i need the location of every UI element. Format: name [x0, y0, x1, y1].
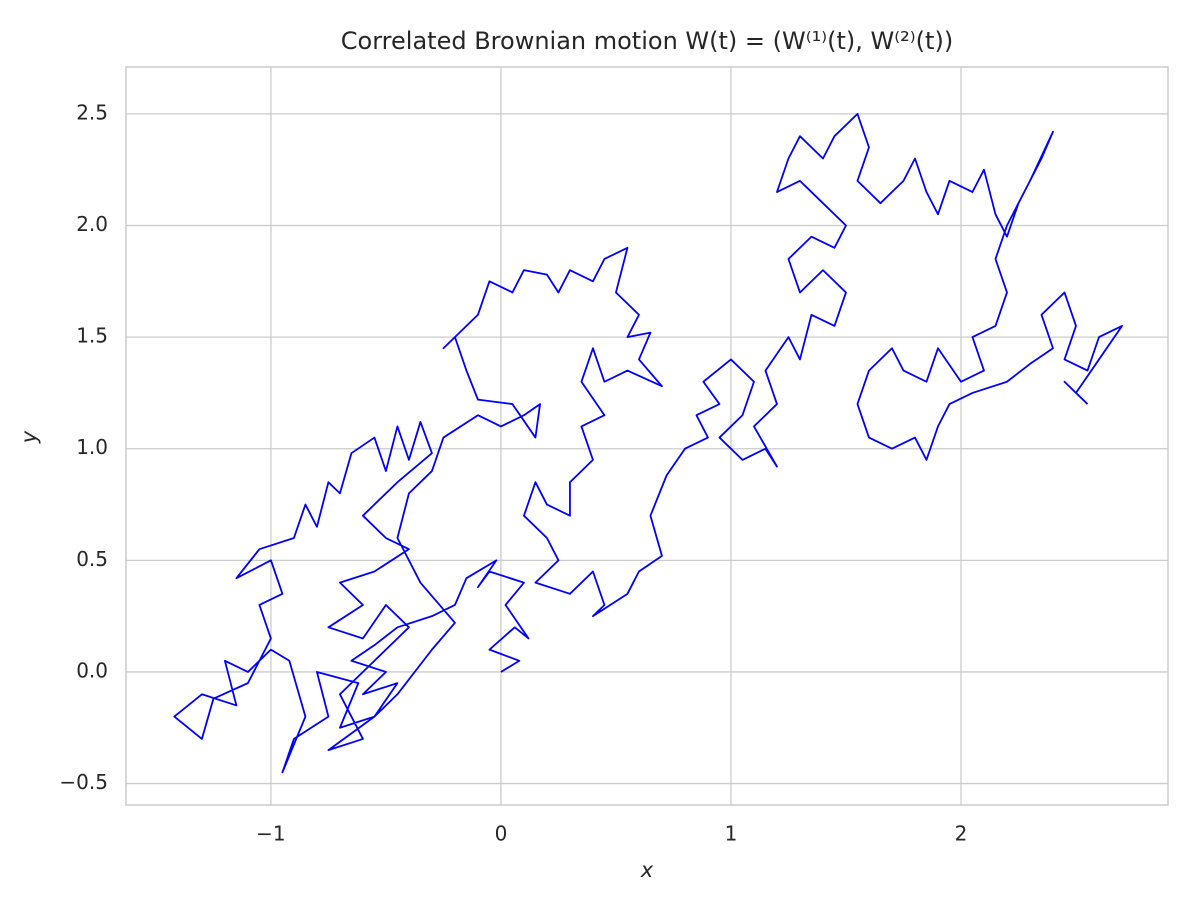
y-tick-label: 2.5	[76, 100, 108, 124]
y-axis-label: y	[17, 430, 41, 444]
data-line	[173, 112, 1123, 774]
y-tick-label: 1.0	[76, 435, 108, 459]
x-tick-label: 2	[955, 822, 968, 846]
y-tick-label: −0.5	[59, 770, 108, 794]
x-axis-label: x	[640, 858, 654, 882]
x-tick-label: 1	[725, 822, 738, 846]
y-tick-label: 2.0	[76, 212, 108, 236]
chart-title: Correlated Brownian motion W(t) = (W⁽¹⁾(…	[341, 27, 953, 55]
y-tick-label: 1.5	[76, 324, 108, 348]
y-tick-label: 0.0	[76, 658, 108, 682]
x-tick-label: 0	[495, 822, 508, 846]
y-tick-label: 0.5	[76, 547, 108, 571]
plot-frame	[125, 66, 1169, 806]
x-tick-label: −1	[256, 822, 285, 846]
